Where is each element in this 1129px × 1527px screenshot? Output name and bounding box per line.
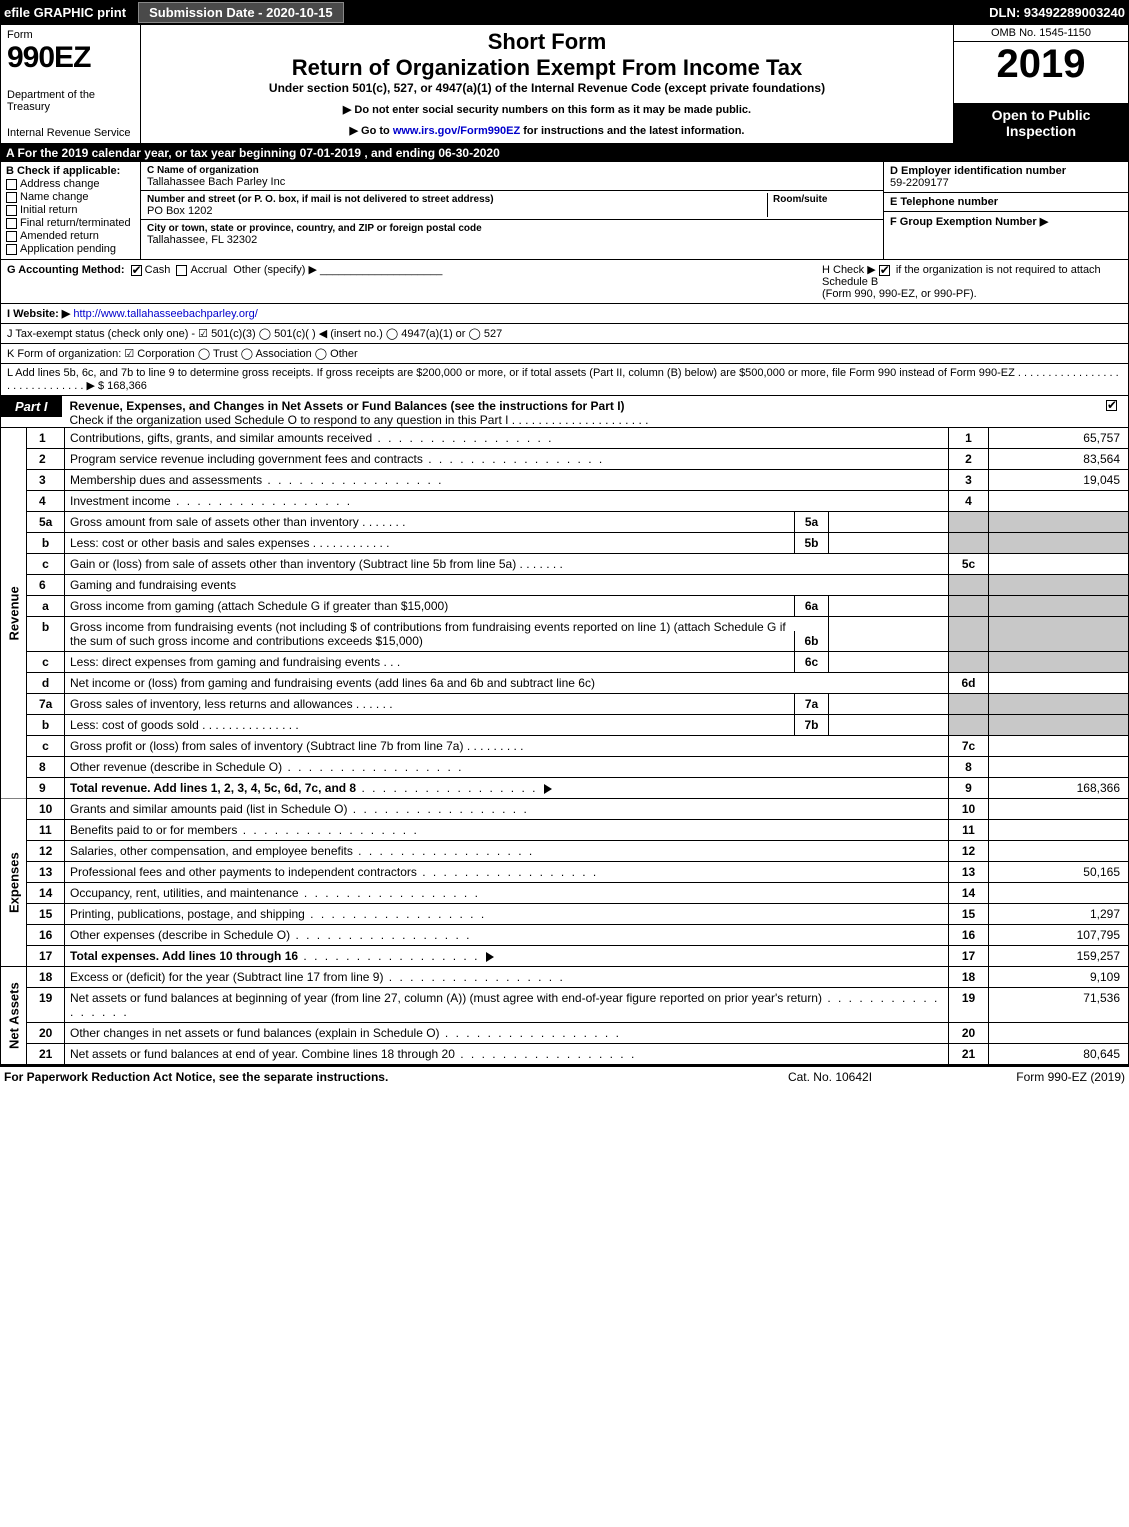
title-sub: Under section 501(c), 527, or 4947(a)(1)… (149, 81, 945, 95)
line-a: A For the 2019 calendar year, or tax yea… (0, 144, 1129, 162)
arrow-icon (486, 952, 494, 962)
part1-badge: Part I (1, 396, 62, 417)
title-box: Short Form Return of Organization Exempt… (141, 25, 953, 143)
cb-schedule-b[interactable] (879, 265, 890, 276)
open-public-badge: Open to Public Inspection (954, 103, 1128, 143)
department-label: Department of the Treasury (7, 89, 134, 113)
cb-name-change[interactable]: Name change (6, 191, 135, 203)
section-expenses: Expenses (1, 799, 27, 967)
amt-17: 159,257 (989, 946, 1129, 967)
part1-header: Part I Revenue, Expenses, and Changes in… (0, 396, 1129, 428)
dln-label: DLN: 93492289003240 (989, 5, 1125, 20)
form-id-box: Form 990EZ Department of the Treasury In… (1, 25, 141, 143)
omb-number: OMB No. 1545-1150 (954, 25, 1128, 42)
box-def: D Employer identification number 59-2209… (883, 162, 1128, 259)
lines-table: Revenue 1Contributions, gifts, grants, a… (0, 428, 1129, 1065)
amt-2: 83,564 (989, 449, 1129, 470)
cb-address-change[interactable]: Address change (6, 178, 135, 190)
amt-19: 71,536 (989, 988, 1129, 1023)
section-netassets: Net Assets (1, 967, 27, 1065)
cb-cash[interactable] (131, 265, 142, 276)
line-i: I Website: ▶ http://www.tallahasseebachp… (0, 304, 1129, 324)
cb-final-return[interactable]: Final return/terminated (6, 217, 135, 229)
footer-left: For Paperwork Reduction Act Notice, see … (4, 1070, 735, 1084)
irs-link[interactable]: www.irs.gov/Form990EZ (393, 125, 520, 137)
efile-label: efile GRAPHIC print (4, 5, 126, 20)
form-header: Form 990EZ Department of the Treasury In… (0, 25, 1129, 144)
cb-amended-return[interactable]: Amended return (6, 230, 135, 242)
irs-label: Internal Revenue Service (7, 127, 134, 139)
footer-catno: Cat. No. 10642I (735, 1070, 925, 1084)
note-ssn: ▶ Do not enter social security numbers o… (149, 103, 945, 116)
line-gh: G Accounting Method: Cash Accrual Other … (0, 260, 1129, 304)
ein-value: 59-2209177 (890, 177, 949, 189)
cb-accrual[interactable] (176, 265, 187, 276)
info-block: B Check if applicable: Address change Na… (0, 162, 1129, 260)
amt-16: 107,795 (989, 925, 1129, 946)
title-short-form: Short Form (149, 29, 945, 55)
arrow-icon (544, 784, 552, 794)
amt-1: 65,757 (989, 428, 1129, 449)
amt-9: 168,366 (989, 778, 1129, 799)
note-link: ▶ Go to www.irs.gov/Form990EZ for instru… (149, 124, 945, 137)
line-k: K Form of organization: ☑ Corporation ◯ … (0, 344, 1129, 364)
page-footer: For Paperwork Reduction Act Notice, see … (0, 1065, 1129, 1087)
org-name: Tallahassee Bach Parley Inc (147, 176, 285, 188)
gross-receipts: $ 168,366 (98, 380, 147, 392)
amt-13: 50,165 (989, 862, 1129, 883)
form-number: 990EZ (7, 41, 134, 75)
org-street: PO Box 1202 (147, 205, 212, 217)
box-b-header: B Check if applicable: (6, 165, 135, 177)
line-l: L Add lines 5b, 6c, and 7b to line 9 to … (0, 364, 1129, 396)
org-city: Tallahassee, FL 32302 (147, 234, 257, 246)
line-j: J Tax-exempt status (check only one) - ☑… (0, 324, 1129, 344)
line-h: H Check ▶ if the organization is not req… (822, 263, 1122, 300)
cb-initial-return[interactable]: Initial return (6, 204, 135, 216)
box-c: C Name of organization Tallahassee Bach … (141, 162, 883, 259)
form-word: Form (7, 29, 134, 41)
box-b: B Check if applicable: Address change Na… (1, 162, 141, 259)
amt-18: 9,109 (989, 967, 1129, 988)
tax-year: 2019 (954, 42, 1128, 86)
title-main: Return of Organization Exempt From Incom… (149, 55, 945, 81)
amt-21: 80,645 (989, 1044, 1129, 1065)
cb-schedule-o[interactable] (1106, 400, 1117, 411)
section-revenue: Revenue (1, 428, 27, 799)
cb-application-pending[interactable]: Application pending (6, 243, 135, 255)
submission-date-button[interactable]: Submission Date - 2020-10-15 (138, 2, 344, 23)
website-link[interactable]: http://www.tallahasseebachparley.org/ (73, 308, 257, 320)
amt-3: 19,045 (989, 470, 1129, 491)
footer-formref: Form 990-EZ (2019) (925, 1070, 1125, 1084)
right-header-box: OMB No. 1545-1150 2019 Open to Public In… (953, 25, 1128, 143)
top-bar: efile GRAPHIC print Submission Date - 20… (0, 0, 1129, 25)
amt-15: 1,297 (989, 904, 1129, 925)
